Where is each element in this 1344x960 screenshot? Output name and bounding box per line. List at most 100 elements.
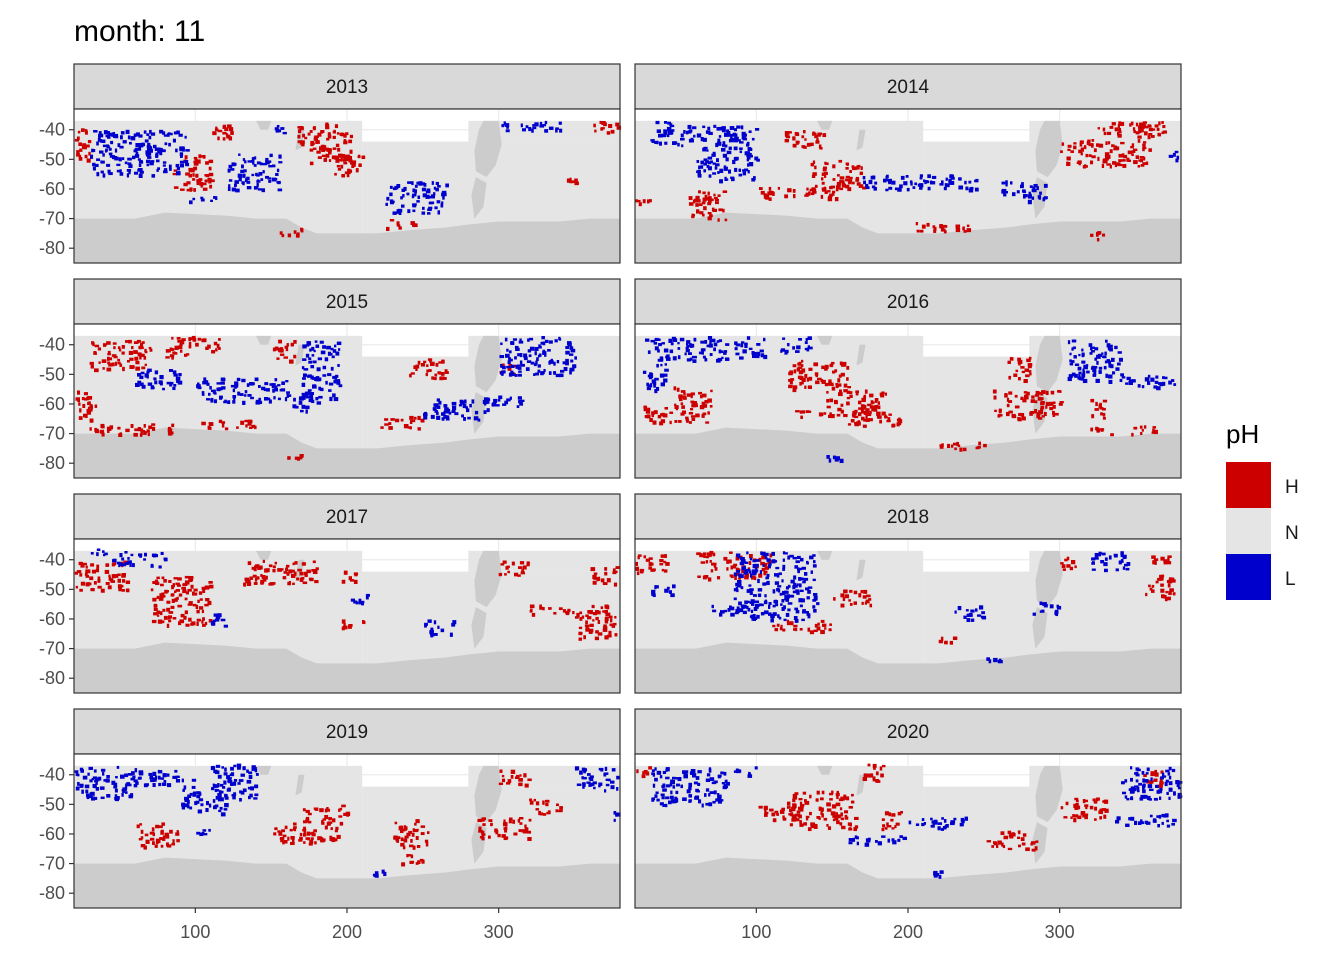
ph-cell-l [234,180,239,184]
ph-cell-l [215,764,221,768]
ph-cell-h [208,172,214,177]
ph-cell-h [125,340,129,343]
ph-cell-l [616,812,621,817]
ph-cell-l [672,776,676,780]
ph-cell-l [683,130,686,134]
ph-cell-h [137,352,142,357]
ph-cell-h [690,415,696,418]
ph-cell-l [88,795,93,799]
ph-cell-h [669,420,672,425]
ph-cell-l [238,177,242,182]
ph-cell-h [1001,842,1004,847]
ph-cell-l [709,340,712,344]
ph-cell-h [993,841,996,845]
ph-cell-l [738,601,742,606]
ph-cell-l [107,135,111,139]
ph-cell-h [331,839,336,843]
ph-cell-h [1017,357,1022,362]
ph-cell-l [1117,351,1122,354]
ph-cell-h [1029,413,1033,416]
ph-cell-l [106,145,110,149]
ph-cell-l [120,131,125,135]
ph-cell-l [1098,366,1103,370]
ph-cell-h [160,844,164,848]
ph-cell-l [242,173,246,178]
ph-cell-l [1090,350,1095,353]
ph-cell-h [801,145,806,149]
ph-cell-h [503,822,508,827]
ph-cell-l [1116,816,1121,821]
ph-cell-h [196,609,200,614]
ph-cell-l [464,399,467,404]
ph-cell-l [137,373,142,377]
ph-cell-h [853,590,858,595]
ph-cell-l [1150,377,1155,382]
ph-cell-h [820,412,824,417]
ph-cell-h [82,403,86,409]
ph-cell-l [1001,188,1007,192]
ph-cell-l [251,173,255,177]
ph-cell-h [933,227,937,231]
ph-cell-h [303,830,306,835]
ph-cell-h [705,560,709,564]
ph-cell-l [226,775,230,780]
ph-cell-h [389,219,395,222]
ph-cell-h [1142,143,1146,147]
ph-cell-h [1169,588,1174,592]
ph-cell-l [743,134,746,138]
ph-cell-l [153,554,159,558]
ph-cell-h [285,348,289,352]
ph-cell-h [815,140,820,144]
australia-land [817,120,833,130]
ph-cell-l [733,146,738,151]
ph-cell-l [741,557,745,560]
ph-cell-h [1110,433,1114,437]
ph-cell-h [638,202,642,207]
ph-cell-h [854,422,858,425]
ph-cell-l [1121,781,1125,785]
ph-cell-l [1021,182,1024,187]
ph-cell-h [1002,844,1006,849]
ph-cell-l [693,134,696,138]
ph-cell-h [300,127,304,131]
ph-cell-l [775,566,780,570]
ph-cell-l [915,823,920,827]
ph-cell-l [762,551,766,556]
ph-cell-h [380,426,384,429]
ph-cell-h [1149,587,1153,591]
ph-cell-l [195,800,200,804]
ph-cell-l [361,600,365,604]
ph-cell-l [517,373,522,377]
ph-cell-h [523,773,527,778]
ph-cell-h [194,158,198,163]
ph-cell-l [605,783,610,787]
ph-cell-l [116,169,120,173]
ph-cell-h [837,174,840,177]
ph-cell-h [1067,148,1071,152]
ph-cell-h [299,454,304,458]
ph-cell-h [166,832,169,836]
ph-cell-l [807,345,810,349]
ph-cell-h [1060,150,1063,154]
ph-cell-l [604,789,607,793]
ph-cell-h [1130,121,1134,126]
ph-cell-l [797,569,801,574]
ph-cell-l [236,763,242,768]
ph-cell-l [240,790,245,795]
ph-cell-l [153,553,156,558]
ph-cell-h [1102,399,1108,403]
ph-cell-l [333,379,339,384]
ph-cell-l [792,556,798,560]
ph-cell-l [784,552,788,555]
ph-cell-h [528,818,532,822]
ph-cell-h [858,593,862,598]
ph-cell-l [1103,562,1108,567]
ph-cell-l [682,797,687,802]
ph-cell-l [94,785,97,789]
ph-cell-l [1067,376,1072,382]
ph-cell-h [820,797,824,801]
ph-cell-h [836,820,840,825]
ph-cell-l [835,456,840,461]
ph-cell-l [1128,381,1133,386]
ph-cell-l [140,371,145,375]
